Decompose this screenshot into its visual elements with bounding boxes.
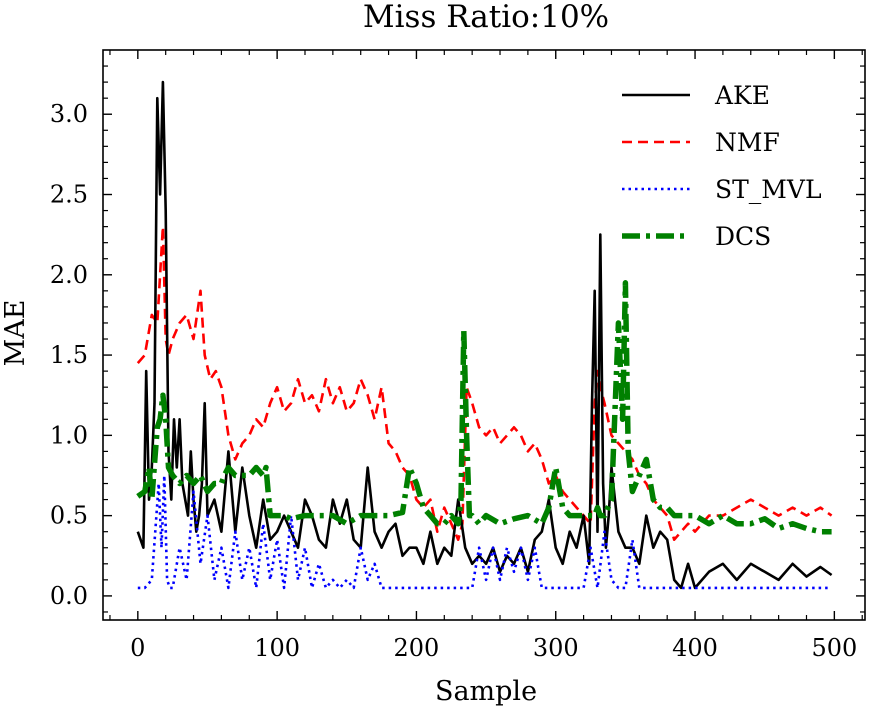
legend-label: ST_MVL: [715, 175, 822, 204]
series-lines: [136, 80, 833, 590]
y-tick-label: 1.0: [50, 421, 88, 449]
y-tick-label: 2.0: [50, 261, 88, 289]
series-line-st-mvl: [137, 474, 832, 590]
plot-frame: [102, 49, 866, 621]
y-tick-label: 1.5: [50, 341, 88, 369]
series-line-dcs: [136, 280, 832, 535]
y-tick-label: 0.5: [50, 502, 88, 530]
y-tick-label: 2.5: [50, 181, 88, 209]
legend-label: NMF: [715, 128, 780, 157]
legend-label: DCS: [715, 222, 771, 251]
series-line-nmf: [136, 225, 833, 541]
x-axis-label: Sample: [435, 676, 537, 707]
legend-label: AKE: [714, 81, 770, 110]
x-tick-label: 200: [394, 634, 440, 662]
chart-title: Miss Ratio:10%: [363, 0, 609, 35]
y-axis-label: MAE: [0, 300, 31, 367]
x-tick-label: 300: [533, 634, 579, 662]
series-line-ake: [136, 80, 833, 590]
x-tick-label: 0: [130, 634, 145, 662]
axis-ticks: 0 100 200 300 400 500 0.0 0.5 1.0 1.5 2.0 2.5 3.0: [50, 50, 865, 662]
y-tick-label: 3.0: [50, 100, 88, 128]
legend: AKE NMF ST_MVL DCS: [622, 81, 822, 251]
x-tick-label: 100: [254, 634, 300, 662]
x-tick-label: 400: [672, 634, 718, 662]
y-tick-label: 0.0: [50, 582, 88, 610]
x-tick-label: 500: [811, 634, 857, 662]
